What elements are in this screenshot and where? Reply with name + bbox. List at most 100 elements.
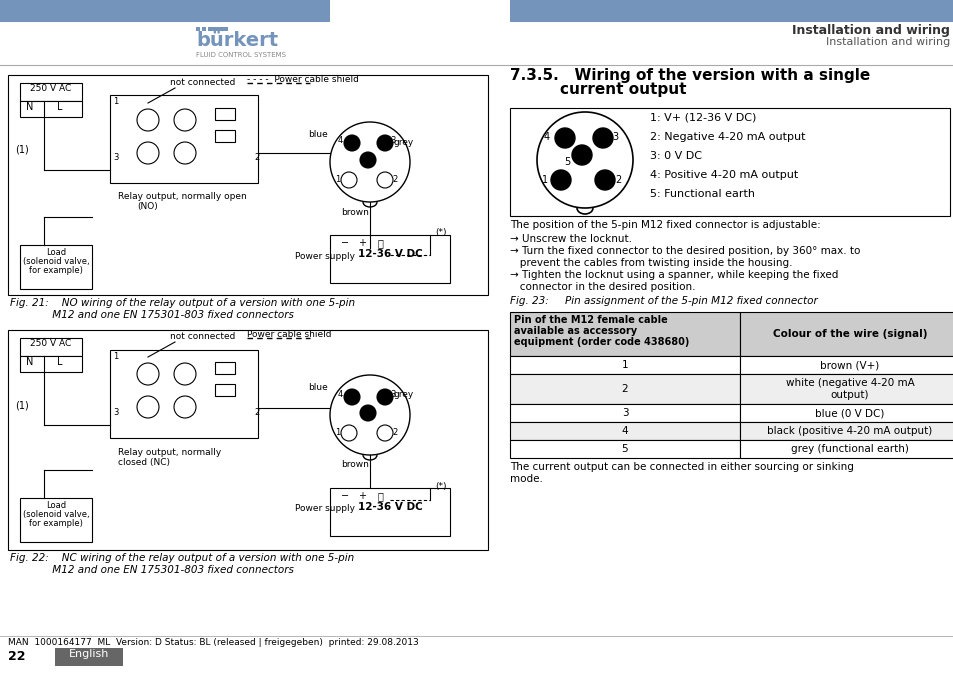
Bar	[20, 498, 91, 542]
Text: grey: grey	[394, 390, 414, 399]
Text: N: N	[27, 357, 33, 367]
Text: 3: 0 V DC: 3: 0 V DC	[649, 151, 701, 161]
Text: L: L	[57, 102, 63, 112]
Text: 1: 1	[621, 360, 628, 370]
Circle shape	[137, 363, 159, 385]
Text: brown: brown	[341, 208, 369, 217]
Text: (solenoid valve,: (solenoid valve,	[23, 257, 90, 266]
Text: grey: grey	[394, 138, 414, 147]
Text: Installation and wiring: Installation and wiring	[791, 24, 949, 37]
Text: 12-36 V DC: 12-36 V DC	[357, 249, 422, 259]
Bar	[510, 0, 953, 22]
Bar	[510, 422, 740, 440]
Text: → Tighten the locknut using a spanner, while keeping the fixed: → Tighten the locknut using a spanner, w…	[510, 270, 838, 280]
Bar	[202, 27, 206, 31]
Text: 4: 4	[337, 390, 342, 399]
Text: 2: 2	[615, 175, 620, 185]
Bar	[110, 95, 257, 183]
Text: M12 and one EN 175301-803 fixed connectors: M12 and one EN 175301-803 fixed connecto…	[10, 565, 294, 575]
Circle shape	[359, 405, 375, 421]
Bar	[510, 440, 740, 458]
Text: brown: brown	[341, 460, 369, 469]
Text: 4: 4	[621, 426, 628, 436]
Text: Relay output, normally open: Relay output, normally open	[118, 192, 247, 201]
Text: brown (V+): brown (V+)	[820, 360, 879, 370]
Bar	[8, 330, 488, 550]
Text: Installation and wiring: Installation and wiring	[825, 37, 949, 47]
Text: 3: 3	[390, 136, 395, 145]
Text: 4: 4	[543, 132, 550, 142]
Bar	[740, 374, 953, 404]
Text: grey (functional earth): grey (functional earth)	[790, 444, 908, 454]
Text: prevent the cables from twisting inside the housing.: prevent the cables from twisting inside …	[510, 258, 792, 268]
Text: ⏚: ⏚	[376, 491, 382, 501]
Text: 7.3.5.   Wiring of the version with a single: 7.3.5. Wiring of the version with a sing…	[510, 68, 869, 83]
Bar	[20, 356, 82, 372]
Circle shape	[572, 145, 592, 165]
Bar	[510, 312, 740, 356]
Text: white (negative 4-20 mA
output): white (negative 4-20 mA output)	[785, 378, 913, 400]
Circle shape	[376, 135, 393, 151]
Bar	[55, 648, 123, 666]
Circle shape	[340, 172, 356, 188]
Text: → Unscrew the locknut.: → Unscrew the locknut.	[510, 234, 631, 244]
Text: The position of the 5-pin M12 fixed connector is adjustable:: The position of the 5-pin M12 fixed conn…	[510, 220, 820, 230]
Circle shape	[551, 170, 571, 190]
Text: blue: blue	[308, 383, 328, 392]
Bar	[330, 488, 450, 536]
Circle shape	[376, 389, 393, 405]
Text: 22: 22	[8, 650, 26, 663]
Bar	[8, 75, 488, 295]
Bar	[214, 362, 234, 374]
Circle shape	[173, 142, 195, 164]
Circle shape	[555, 128, 575, 148]
Text: 2: 2	[253, 153, 259, 162]
Text: → Turn the fixed connector to the desired position, by 360° max. to: → Turn the fixed connector to the desire…	[510, 246, 860, 256]
Text: 1: 1	[335, 175, 340, 184]
Circle shape	[137, 142, 159, 164]
Text: 5: Functional earth: 5: Functional earth	[649, 189, 754, 199]
Circle shape	[593, 128, 613, 148]
Text: English: English	[69, 649, 109, 659]
Text: 3: 3	[112, 153, 118, 162]
Text: 1: 1	[112, 97, 118, 106]
Text: 2: Negative 4-20 mA output: 2: Negative 4-20 mA output	[649, 132, 804, 142]
Text: blue (0 V DC): blue (0 V DC)	[815, 408, 883, 418]
Text: 4: 4	[337, 136, 342, 145]
Text: (1): (1)	[15, 400, 29, 410]
Circle shape	[537, 112, 633, 208]
Text: (1): (1)	[15, 145, 29, 155]
Text: current output: current output	[559, 82, 686, 97]
Circle shape	[330, 375, 410, 455]
Text: (solenoid valve,: (solenoid valve,	[23, 510, 90, 519]
Bar	[20, 338, 82, 356]
Text: blue: blue	[308, 130, 328, 139]
Bar	[195, 27, 200, 31]
Text: 1: 1	[335, 428, 340, 437]
Bar	[740, 312, 953, 356]
Circle shape	[376, 425, 393, 441]
Text: 5: 5	[563, 157, 570, 167]
Text: −: −	[340, 238, 349, 248]
Circle shape	[359, 152, 375, 168]
Text: 3: 3	[112, 408, 118, 417]
Text: 2: 2	[253, 408, 259, 417]
Bar	[740, 404, 953, 422]
Text: Load: Load	[46, 248, 66, 257]
Text: (*): (*)	[435, 228, 446, 237]
Circle shape	[173, 109, 195, 131]
Circle shape	[376, 172, 393, 188]
Text: 3: 3	[611, 132, 618, 142]
Text: Fig. 23:     Pin assignment of the 5-pin M12 fixed connector: Fig. 23: Pin assignment of the 5-pin M12…	[510, 296, 817, 306]
Bar	[740, 440, 953, 458]
Text: available as accessory: available as accessory	[514, 326, 637, 336]
Text: connector in the desired position.: connector in the desired position.	[510, 282, 695, 292]
Bar	[214, 384, 234, 396]
Circle shape	[344, 135, 359, 151]
Bar	[510, 404, 740, 422]
Circle shape	[344, 389, 359, 405]
Text: 1: 1	[112, 352, 118, 361]
Bar	[20, 245, 91, 289]
Bar	[0, 0, 330, 22]
Text: (*): (*)	[435, 482, 446, 491]
